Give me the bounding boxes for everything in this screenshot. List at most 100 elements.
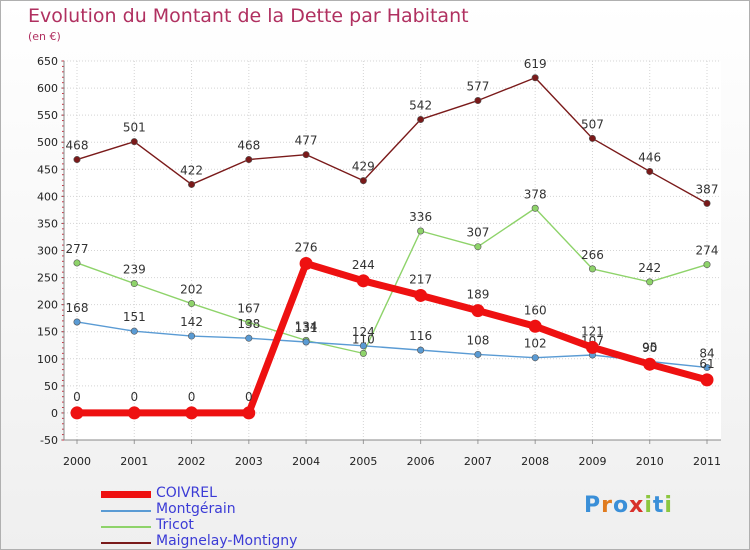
x-tick-label: 2001 — [120, 455, 148, 468]
data-label: 387 — [696, 182, 719, 196]
data-point — [474, 350, 482, 358]
data-point — [703, 363, 711, 371]
proxiti-logo: Proxiti — [584, 493, 673, 518]
data-label: 95 — [642, 340, 657, 354]
data-point — [130, 280, 138, 288]
y-tick-label: 500 — [37, 136, 58, 149]
data-label: 0 — [188, 390, 196, 404]
data-point — [299, 256, 313, 270]
data-point — [130, 138, 138, 146]
x-tick-label: 2004 — [292, 455, 320, 468]
data-label: 168 — [66, 301, 89, 315]
legend-label: COIVREL — [156, 485, 217, 501]
y-tick-label: 50 — [44, 380, 58, 393]
data-point — [242, 406, 256, 420]
data-label: 501 — [123, 121, 146, 135]
data-point — [414, 288, 428, 302]
data-label: 422 — [180, 163, 203, 177]
x-tick-label: 2010 — [636, 455, 664, 468]
legend-swatch — [101, 542, 151, 544]
x-tick-label: 2002 — [178, 455, 206, 468]
y-tick-label: 300 — [37, 245, 58, 258]
data-label: 277 — [66, 242, 89, 256]
data-label: 446 — [638, 150, 661, 164]
data-label: 116 — [409, 329, 432, 343]
data-point — [188, 332, 196, 340]
data-label: 276 — [295, 240, 318, 254]
data-point — [359, 342, 367, 350]
data-label: 202 — [180, 283, 203, 297]
data-point — [474, 243, 482, 251]
data-point — [588, 265, 596, 273]
data-label: 84 — [699, 346, 714, 360]
series-line — [76, 207, 708, 355]
data-label: 507 — [581, 117, 604, 131]
series-line — [73, 259, 711, 417]
data-label: 239 — [123, 263, 146, 277]
data-point — [127, 406, 141, 420]
series-line — [76, 77, 708, 205]
y-tick-label: 150 — [37, 326, 58, 339]
data-point — [73, 156, 81, 164]
data-point — [73, 259, 81, 267]
data-label: 266 — [581, 248, 604, 262]
data-label: 336 — [409, 210, 432, 224]
data-label: 160 — [524, 303, 547, 317]
data-label: 138 — [237, 317, 260, 331]
data-label: 244 — [352, 258, 375, 272]
data-label: 102 — [524, 337, 547, 351]
data-label: 468 — [237, 139, 260, 153]
legend-label: Tricot — [156, 517, 194, 533]
y-tick-label: 400 — [37, 190, 58, 203]
data-point — [471, 304, 485, 318]
data-label: 307 — [466, 226, 489, 240]
data-point — [245, 156, 253, 164]
chart-title: Evolution du Montant de la Dette par Hab… — [28, 5, 469, 27]
y-tick-label: 450 — [37, 163, 58, 176]
data-label: 189 — [466, 288, 489, 302]
data-point — [188, 180, 196, 188]
data-point — [73, 318, 81, 326]
data-point — [528, 319, 542, 333]
data-label: 378 — [524, 187, 547, 201]
data-label: 217 — [409, 272, 432, 286]
y-tick-label: 100 — [37, 353, 58, 366]
legend-swatch — [101, 491, 151, 498]
x-tick-label: 2008 — [521, 455, 549, 468]
data-label: 468 — [66, 139, 89, 153]
legend-label: Montgérain — [156, 501, 236, 517]
y-tick-label: -50 — [40, 434, 58, 447]
data-point — [359, 349, 367, 357]
plot-area — [64, 61, 721, 440]
data-point — [531, 204, 539, 212]
data-point — [703, 199, 711, 207]
data-point — [474, 97, 482, 105]
data-label: 167 — [237, 302, 260, 316]
data-point — [302, 151, 310, 159]
x-tick-label: 2007 — [464, 455, 492, 468]
data-label: 0 — [245, 390, 253, 404]
data-point — [185, 406, 199, 420]
data-label: 151 — [123, 310, 146, 324]
data-label: 61 — [699, 357, 714, 371]
data-label: 124 — [352, 325, 375, 339]
x-tick-label: 2000 — [63, 455, 91, 468]
data-point — [356, 274, 370, 288]
data-label: 110 — [352, 332, 375, 346]
data-label: 0 — [130, 390, 138, 404]
data-label: 242 — [638, 261, 661, 275]
y-tick-label: 600 — [37, 82, 58, 95]
data-point — [417, 346, 425, 354]
data-label: 274 — [696, 244, 719, 258]
data-point — [302, 338, 310, 346]
legend-label: Maignelay-Montigny — [156, 533, 298, 549]
legend-swatch — [101, 526, 151, 528]
data-label: 429 — [352, 160, 375, 174]
data-label: 142 — [180, 315, 203, 329]
y-tick-label: 350 — [37, 217, 58, 230]
data-point — [585, 340, 599, 354]
data-point — [70, 406, 84, 420]
series-line — [76, 321, 708, 369]
